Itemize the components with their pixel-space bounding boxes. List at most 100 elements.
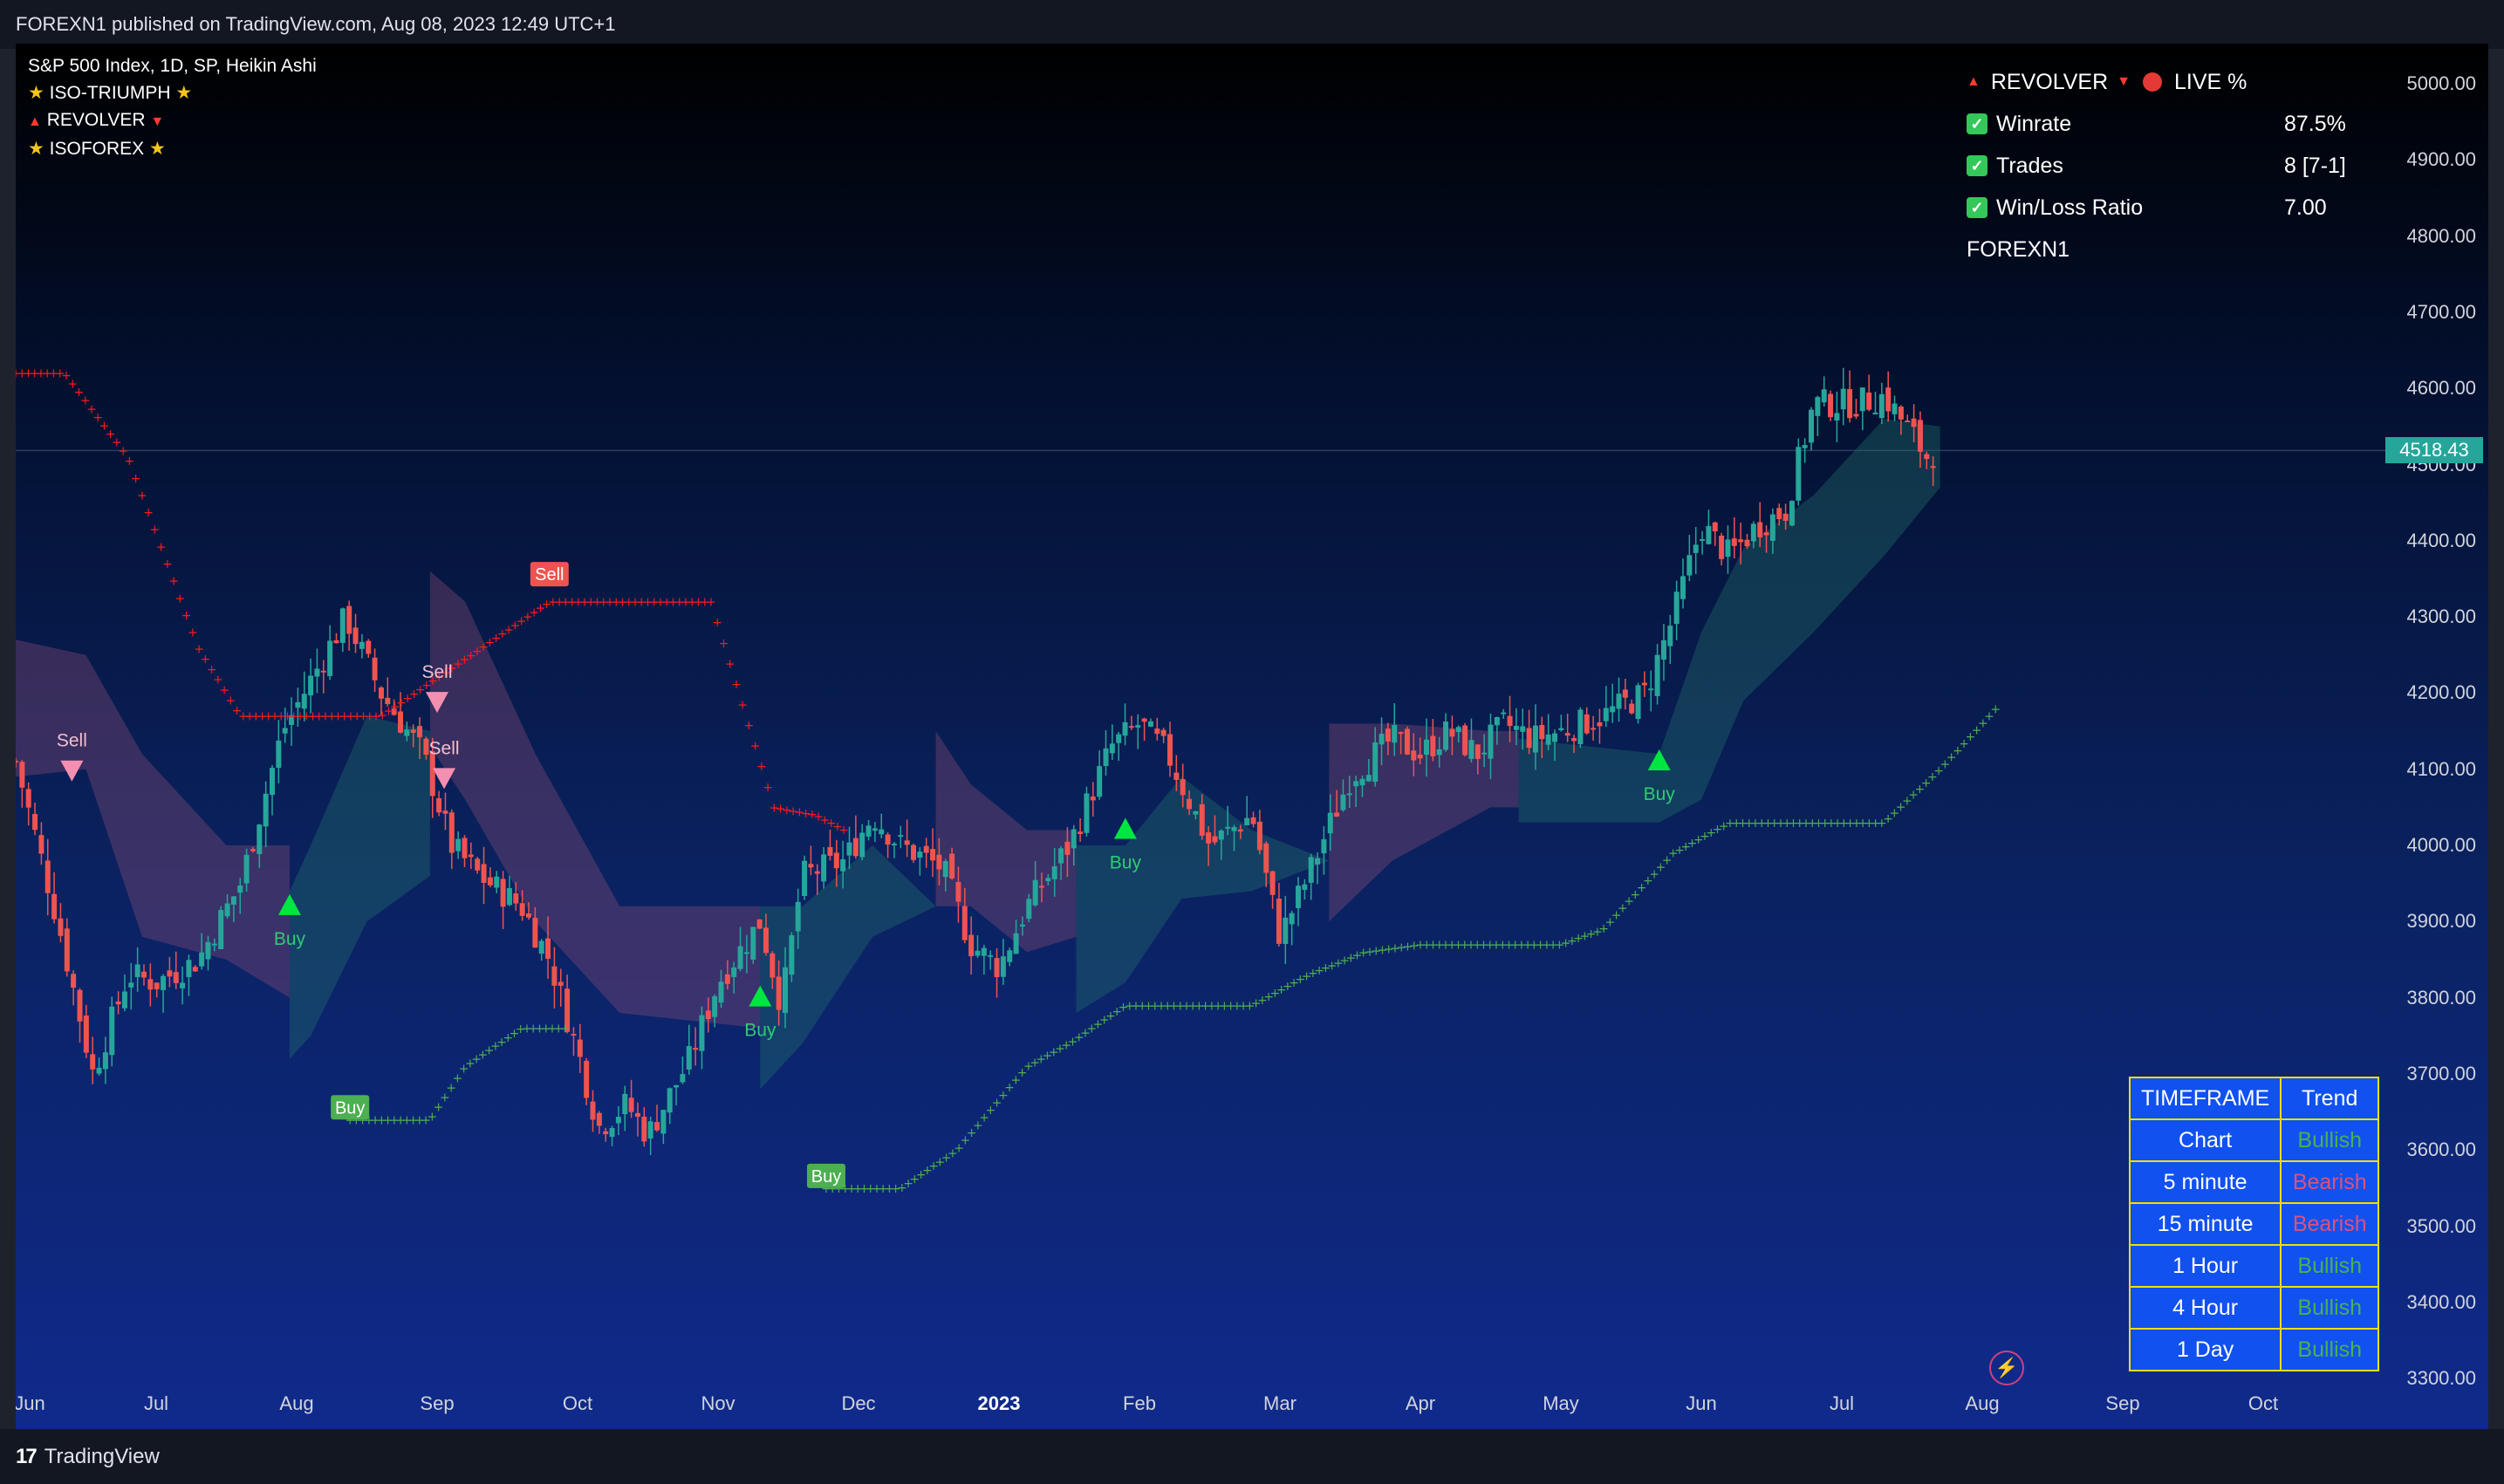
stats-row-winloss: ✓ Win/Loss Ratio 7.00 bbox=[1967, 187, 2385, 229]
publish-info: FOREXN1 published on TradingView.com, Au… bbox=[16, 13, 616, 35]
revolver-stop-green: + bbox=[1839, 817, 1850, 831]
price-tick: 3900.00 bbox=[2406, 910, 2476, 933]
candle-body bbox=[911, 845, 916, 860]
legend-isoforex[interactable]: ★ ISOFOREX ★ bbox=[28, 135, 317, 162]
indicator-name: ISOFOREX bbox=[49, 139, 145, 159]
revolver-stop-green: + bbox=[1883, 812, 1893, 826]
trend-row: 5 minute Bearish bbox=[2128, 1160, 2380, 1204]
revolver-stop-red: + bbox=[188, 626, 198, 640]
candle-body bbox=[448, 812, 455, 853]
triangle-up-icon: ▲ bbox=[28, 114, 42, 129]
candle-body bbox=[680, 1074, 686, 1083]
candle-body bbox=[1654, 654, 1660, 696]
revolver-stop-red: + bbox=[384, 705, 394, 719]
candle-body bbox=[506, 887, 512, 906]
stats-title: ▲ REVOLVER ▼ LIVE % bbox=[1967, 70, 2284, 95]
timeframe-cell: 1 Hour bbox=[2128, 1244, 2282, 1288]
tradingview-logo-icon[interactable]: 17 bbox=[16, 1444, 38, 1468]
time-tick: Oct bbox=[562, 1392, 593, 1414]
candle-body bbox=[1872, 412, 1878, 414]
candle-body bbox=[1866, 392, 1872, 410]
candle-body bbox=[1577, 709, 1584, 745]
candle-body bbox=[917, 851, 923, 858]
revolver-stop-red: + bbox=[510, 619, 520, 633]
revolver-stop-green: + bbox=[553, 1022, 564, 1036]
candle-body bbox=[1250, 817, 1256, 824]
revolver-stop-green: + bbox=[510, 1027, 520, 1041]
candle-body bbox=[699, 1015, 705, 1051]
price-plot[interactable]: + + + + + + + + + + + + + + + + + + + + + + + + + + + + + + + + + + + + + + + +… bbox=[16, 44, 2385, 1378]
candle-body bbox=[192, 967, 198, 972]
time-axis[interactable]: Jun Jul Aug Sep Oct Nov Dec 2023 Feb Mar Apr May Jun… bbox=[16, 1378, 2385, 1429]
candle-body bbox=[154, 982, 160, 989]
candle-body bbox=[1738, 539, 1744, 543]
revolver-stop-green: + bbox=[872, 1182, 882, 1196]
revolver-stop-green: + bbox=[1624, 895, 1634, 909]
revolver-stop-red: + bbox=[219, 683, 229, 697]
candle-body bbox=[1744, 539, 1750, 547]
candle-body bbox=[1244, 817, 1250, 826]
buy-triangle-icon bbox=[277, 893, 301, 915]
revolver-stop-green: + bbox=[503, 1031, 513, 1045]
candle-body bbox=[1532, 725, 1538, 753]
revolver-stop-red: + bbox=[61, 369, 72, 383]
revolver-stop-green: + bbox=[535, 1022, 545, 1036]
revolver-stop-green: + bbox=[1775, 817, 1786, 831]
symbol-title[interactable]: S&P 500 Index, 1D, SP, Heikin Ashi bbox=[28, 56, 317, 76]
revolver-stop-green: + bbox=[1333, 956, 1344, 970]
revolver-stop-green: + bbox=[1086, 1022, 1097, 1036]
chart-area[interactable]: + + + + + + + + + + + + + + + + + + + + + + + + + + + + + + + + + + + + + + + +… bbox=[16, 44, 2488, 1429]
brand-name[interactable]: TradingView bbox=[44, 1444, 160, 1468]
candle-body bbox=[186, 960, 192, 977]
candle-body bbox=[750, 927, 756, 960]
revolver-stop-green: + bbox=[834, 1182, 845, 1196]
candle-body bbox=[558, 981, 564, 986]
revolver-stop-green: + bbox=[1700, 830, 1710, 844]
candle-body bbox=[141, 971, 147, 978]
revolver-stop-green: + bbox=[1314, 964, 1324, 978]
revolver-stop-green: + bbox=[1725, 817, 1735, 831]
candle-body bbox=[1455, 727, 1461, 733]
revolver-stop-green: + bbox=[1801, 817, 1811, 831]
revolver-stop-green: + bbox=[1238, 999, 1249, 1013]
revolver-stop-red: + bbox=[485, 636, 496, 650]
candle-body bbox=[250, 849, 256, 851]
revolver-stop-green: + bbox=[1680, 840, 1691, 854]
candle-body bbox=[423, 738, 429, 756]
revolver-stop-red: + bbox=[585, 596, 596, 610]
candle-body bbox=[961, 906, 968, 940]
candle-body bbox=[1187, 798, 1193, 810]
revolver-stop-green: + bbox=[1105, 1009, 1116, 1023]
buy-box bbox=[331, 1095, 370, 1120]
candle-body bbox=[1840, 388, 1846, 410]
revolver-stop-green: + bbox=[859, 1182, 870, 1196]
revolver-stop-green: + bbox=[1719, 819, 1729, 833]
candle-body bbox=[712, 995, 718, 1017]
candle-body bbox=[1488, 724, 1494, 759]
revolver-stop-red: + bbox=[137, 489, 147, 503]
candle-body bbox=[404, 729, 410, 736]
revolver-stop-green: + bbox=[1283, 980, 1293, 994]
revolver-stop-red: + bbox=[276, 710, 286, 724]
revolver-stop-green: + bbox=[1201, 999, 1211, 1013]
revolver-stop-green: + bbox=[985, 1104, 995, 1118]
candle-body bbox=[1731, 538, 1737, 546]
trend-cell: Bearish bbox=[2280, 1202, 2380, 1246]
legend-revolver[interactable]: ▲ REVOLVER ▼ bbox=[28, 106, 317, 135]
candle-body bbox=[756, 919, 763, 929]
price-axis[interactable]: 3300.00 3400.00 3500.00 3600.00 3700.00 3800.… bbox=[2385, 44, 2488, 1389]
revolver-stop-red: + bbox=[17, 367, 27, 381]
legend-iso-triumph[interactable]: ★ ISO-TRIUMPH ★ bbox=[28, 79, 317, 106]
candle-body bbox=[1629, 703, 1635, 714]
candle-body bbox=[584, 1060, 590, 1098]
revolver-stop-green: + bbox=[1378, 943, 1388, 957]
lightning-icon[interactable]: ⚡ bbox=[1989, 1351, 2024, 1385]
revolver-stop-green: + bbox=[1131, 999, 1141, 1013]
revolver-stop-red: + bbox=[409, 687, 420, 701]
revolver-stop-green: + bbox=[1978, 716, 1988, 730]
revolver-stop-green: + bbox=[1257, 994, 1268, 1008]
revolver-stop-green: + bbox=[446, 1082, 456, 1096]
candle-body bbox=[237, 885, 243, 893]
revolver-stop-red: + bbox=[377, 708, 387, 722]
candle-body bbox=[981, 947, 987, 956]
